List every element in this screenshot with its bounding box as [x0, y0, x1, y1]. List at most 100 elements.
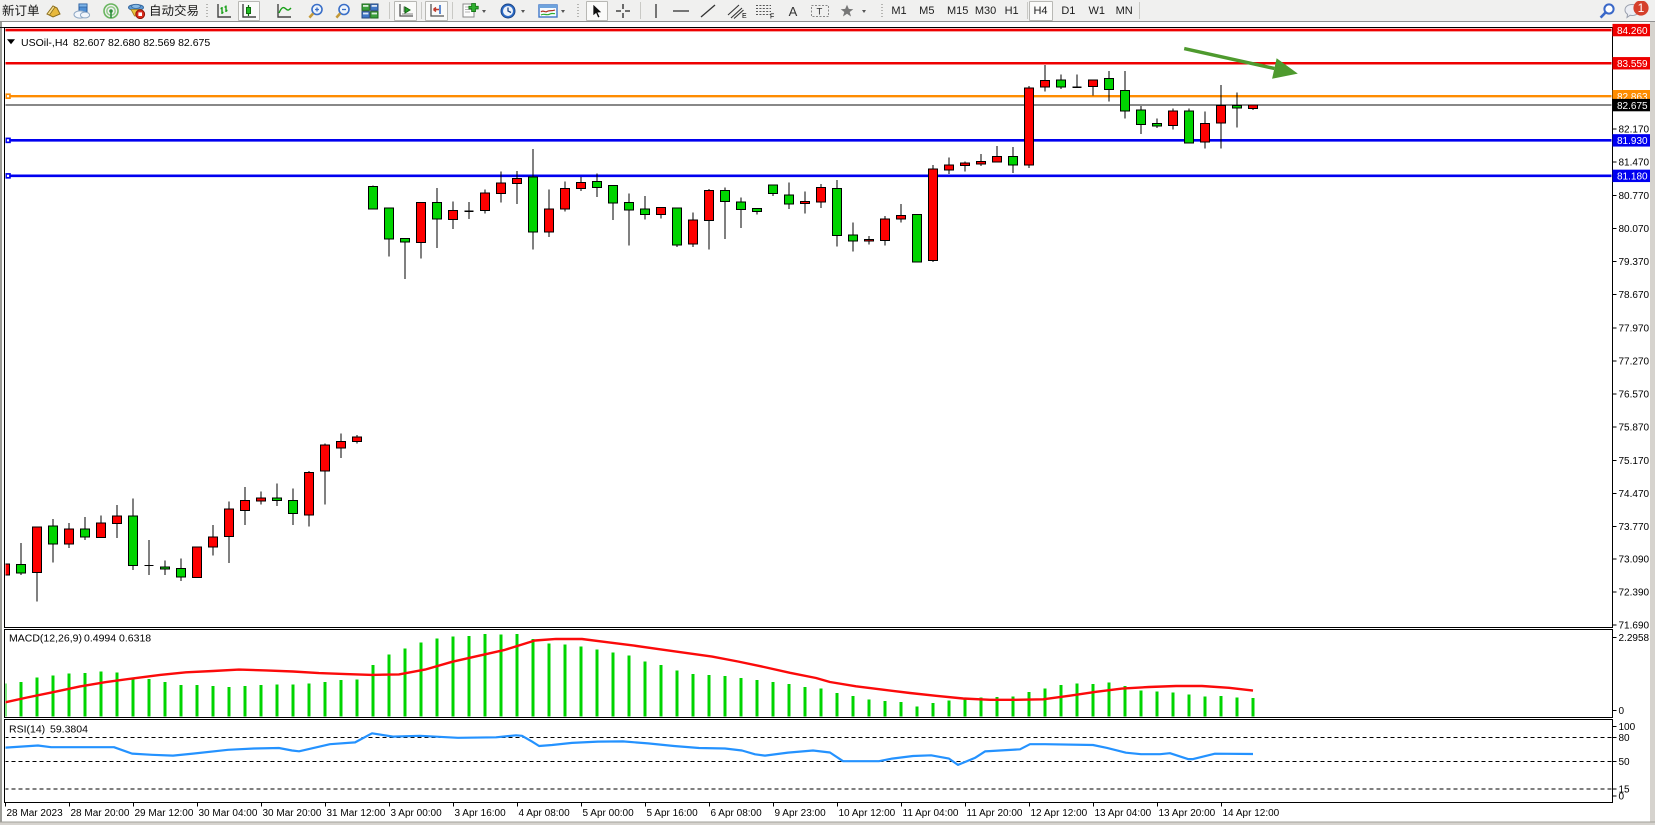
macd-histogram-bar [371, 664, 375, 717]
fibonacci-icon: F [756, 5, 774, 19]
zoom-in-button[interactable] [306, 1, 326, 21]
arrow-object-head[interactable] [1272, 58, 1298, 79]
macd-histogram-bar [291, 684, 295, 717]
timeframe-button-h4[interactable]: H4 [1028, 1, 1053, 21]
signal-button[interactable] [101, 1, 121, 21]
chart-canvas[interactable]: 82.170 81.470 80.770 80.070 79.370 78.670 77.9… [0, 22, 1655, 825]
notifications-button[interactable]: 1 [1622, 1, 1650, 21]
macd-histogram-bar [115, 672, 119, 717]
price-tick-label: 74.470 [1619, 489, 1650, 500]
candle-body-bear [624, 201, 634, 211]
candle-body-bull [1024, 87, 1034, 166]
timeframe-button-w1[interactable]: W1 [1086, 1, 1108, 21]
ohlc-collapse-arrow[interactable] [7, 39, 15, 45]
macd-histogram-bar [819, 688, 823, 717]
crosshair-tool-button[interactable] [612, 1, 634, 21]
new-object-button[interactable] [458, 1, 490, 21]
horizontal-line-icon [673, 10, 689, 12]
macd-histogram-bar [1139, 690, 1143, 717]
price-tick-label: 73.770 [1619, 522, 1650, 533]
toolbar-grip[interactable] [206, 3, 209, 19]
chart-title-ohlc: 82.607 82.680 82.569 82.675 [73, 37, 210, 49]
toolbar-grip[interactable] [577, 3, 580, 19]
price-badge-81.180-text: 81.180 [1617, 172, 1648, 183]
signal-icon [103, 3, 119, 19]
timeframe-button-m15[interactable]: M15 [945, 1, 971, 21]
tile-windows-button[interactable] [360, 1, 380, 21]
indicators-button[interactable] [535, 1, 569, 21]
timeframe-label: MN [1115, 5, 1133, 17]
macd-histogram-bar [803, 687, 807, 717]
label-tool-button[interactable]: T [808, 1, 832, 21]
window-bottom-edge [0, 822, 1655, 825]
line-chart-mode-button[interactable] [274, 1, 295, 21]
candle-body-bear [736, 201, 746, 211]
macd-histogram-bar [243, 685, 247, 717]
price-tick-label: 80.070 [1619, 224, 1650, 235]
macd-histogram-bar [179, 685, 183, 717]
text-tool-button[interactable]: A [783, 1, 803, 21]
candle-body-bull [976, 161, 986, 165]
bar-chart-mode-button[interactable] [214, 1, 235, 21]
timeframe-button-h1[interactable]: H1 [1001, 1, 1023, 21]
time-tick-label: 13 Apr 20:00 [1159, 808, 1216, 819]
toolbar-grip[interactable] [881, 3, 884, 19]
zoom-out-button[interactable] [333, 1, 353, 21]
horizontal-line-tool-button[interactable] [670, 1, 692, 21]
timeframe-button-m5[interactable]: M5 [916, 1, 938, 21]
autotrade-button[interactable]: 自动交易 [127, 1, 199, 21]
timeframe-button-d1[interactable]: D1 [1057, 1, 1079, 21]
auto-scroll-button[interactable] [394, 1, 417, 21]
search-button[interactable] [1596, 1, 1618, 21]
macd-histogram-bar [5, 683, 7, 717]
macd-histogram-bar [835, 693, 839, 717]
bars-chart-icon [217, 4, 231, 18]
time-axis[interactable]: 28 Mar 2023 28 Mar 20:00 29 Mar 12:00 30 Ma… [5, 802, 1280, 820]
candle-body-bear [528, 176, 538, 233]
candle-body-bull [512, 178, 522, 185]
macd-histogram-bar [723, 676, 727, 717]
candle-body-bear [80, 528, 90, 538]
main-chart-panel[interactable] [1, 28, 1613, 602]
text-tool-label: A [788, 3, 798, 19]
hline-handle-center [6, 95, 10, 98]
timeframe-button-m1[interactable]: M1 [888, 1, 910, 21]
macd-histogram-bar [51, 675, 55, 717]
timeframe-button-m30[interactable]: M30 [973, 1, 999, 21]
macd-histogram-bar [579, 646, 583, 717]
arrow-object-shaft[interactable] [1183, 46, 1275, 71]
macd-histogram-bar [227, 686, 231, 717]
candle-body-bull [336, 441, 346, 449]
macd-histogram-bar [851, 695, 855, 717]
mql-book-button[interactable] [43, 1, 63, 21]
price-axis[interactable]: 82.170 81.470 80.770 80.070 79.370 78.670 77.9… [1612, 23, 1651, 803]
vertical-line-tool-button[interactable] [647, 1, 665, 21]
cloud-button[interactable] [72, 1, 92, 21]
macd-histogram-bar [643, 661, 647, 717]
period-button[interactable] [496, 1, 529, 21]
macd-histogram-bar [627, 655, 631, 717]
candle-body-bull [256, 497, 266, 502]
timeframe-button-mn[interactable]: MN [1112, 1, 1136, 21]
candle-chart-mode-button[interactable] [238, 1, 260, 21]
indicators-icon [538, 3, 565, 18]
price-tick-label: 81.470 [1619, 158, 1650, 169]
macd-histogram-bar [515, 633, 519, 717]
macd-histogram-bar [771, 681, 775, 717]
timeframe-label: M30 [974, 5, 997, 17]
price-tick-label: 73.090 [1619, 554, 1650, 565]
shapes-tool-button[interactable] [836, 1, 870, 21]
fibonacci-tool-button[interactable]: F [753, 1, 778, 21]
chart-shift-button[interactable] [425, 1, 448, 21]
macd-histogram-bar [1235, 697, 1239, 717]
trendline-tool-button[interactable] [697, 1, 719, 21]
candle-body-bull [1248, 104, 1258, 109]
time-tick-label: 5 Apr 00:00 [583, 808, 635, 819]
cursor-tool-button[interactable] [586, 1, 608, 21]
new-order-button[interactable]: 新订单 [2, 1, 40, 21]
macd-histogram-bar [163, 681, 167, 717]
macd-histogram-bar [1043, 688, 1047, 717]
macd-panel[interactable] [0, 633, 1255, 717]
channel-tool-button[interactable]: E [725, 1, 750, 21]
rsi-panel[interactable] [0, 732, 1612, 790]
